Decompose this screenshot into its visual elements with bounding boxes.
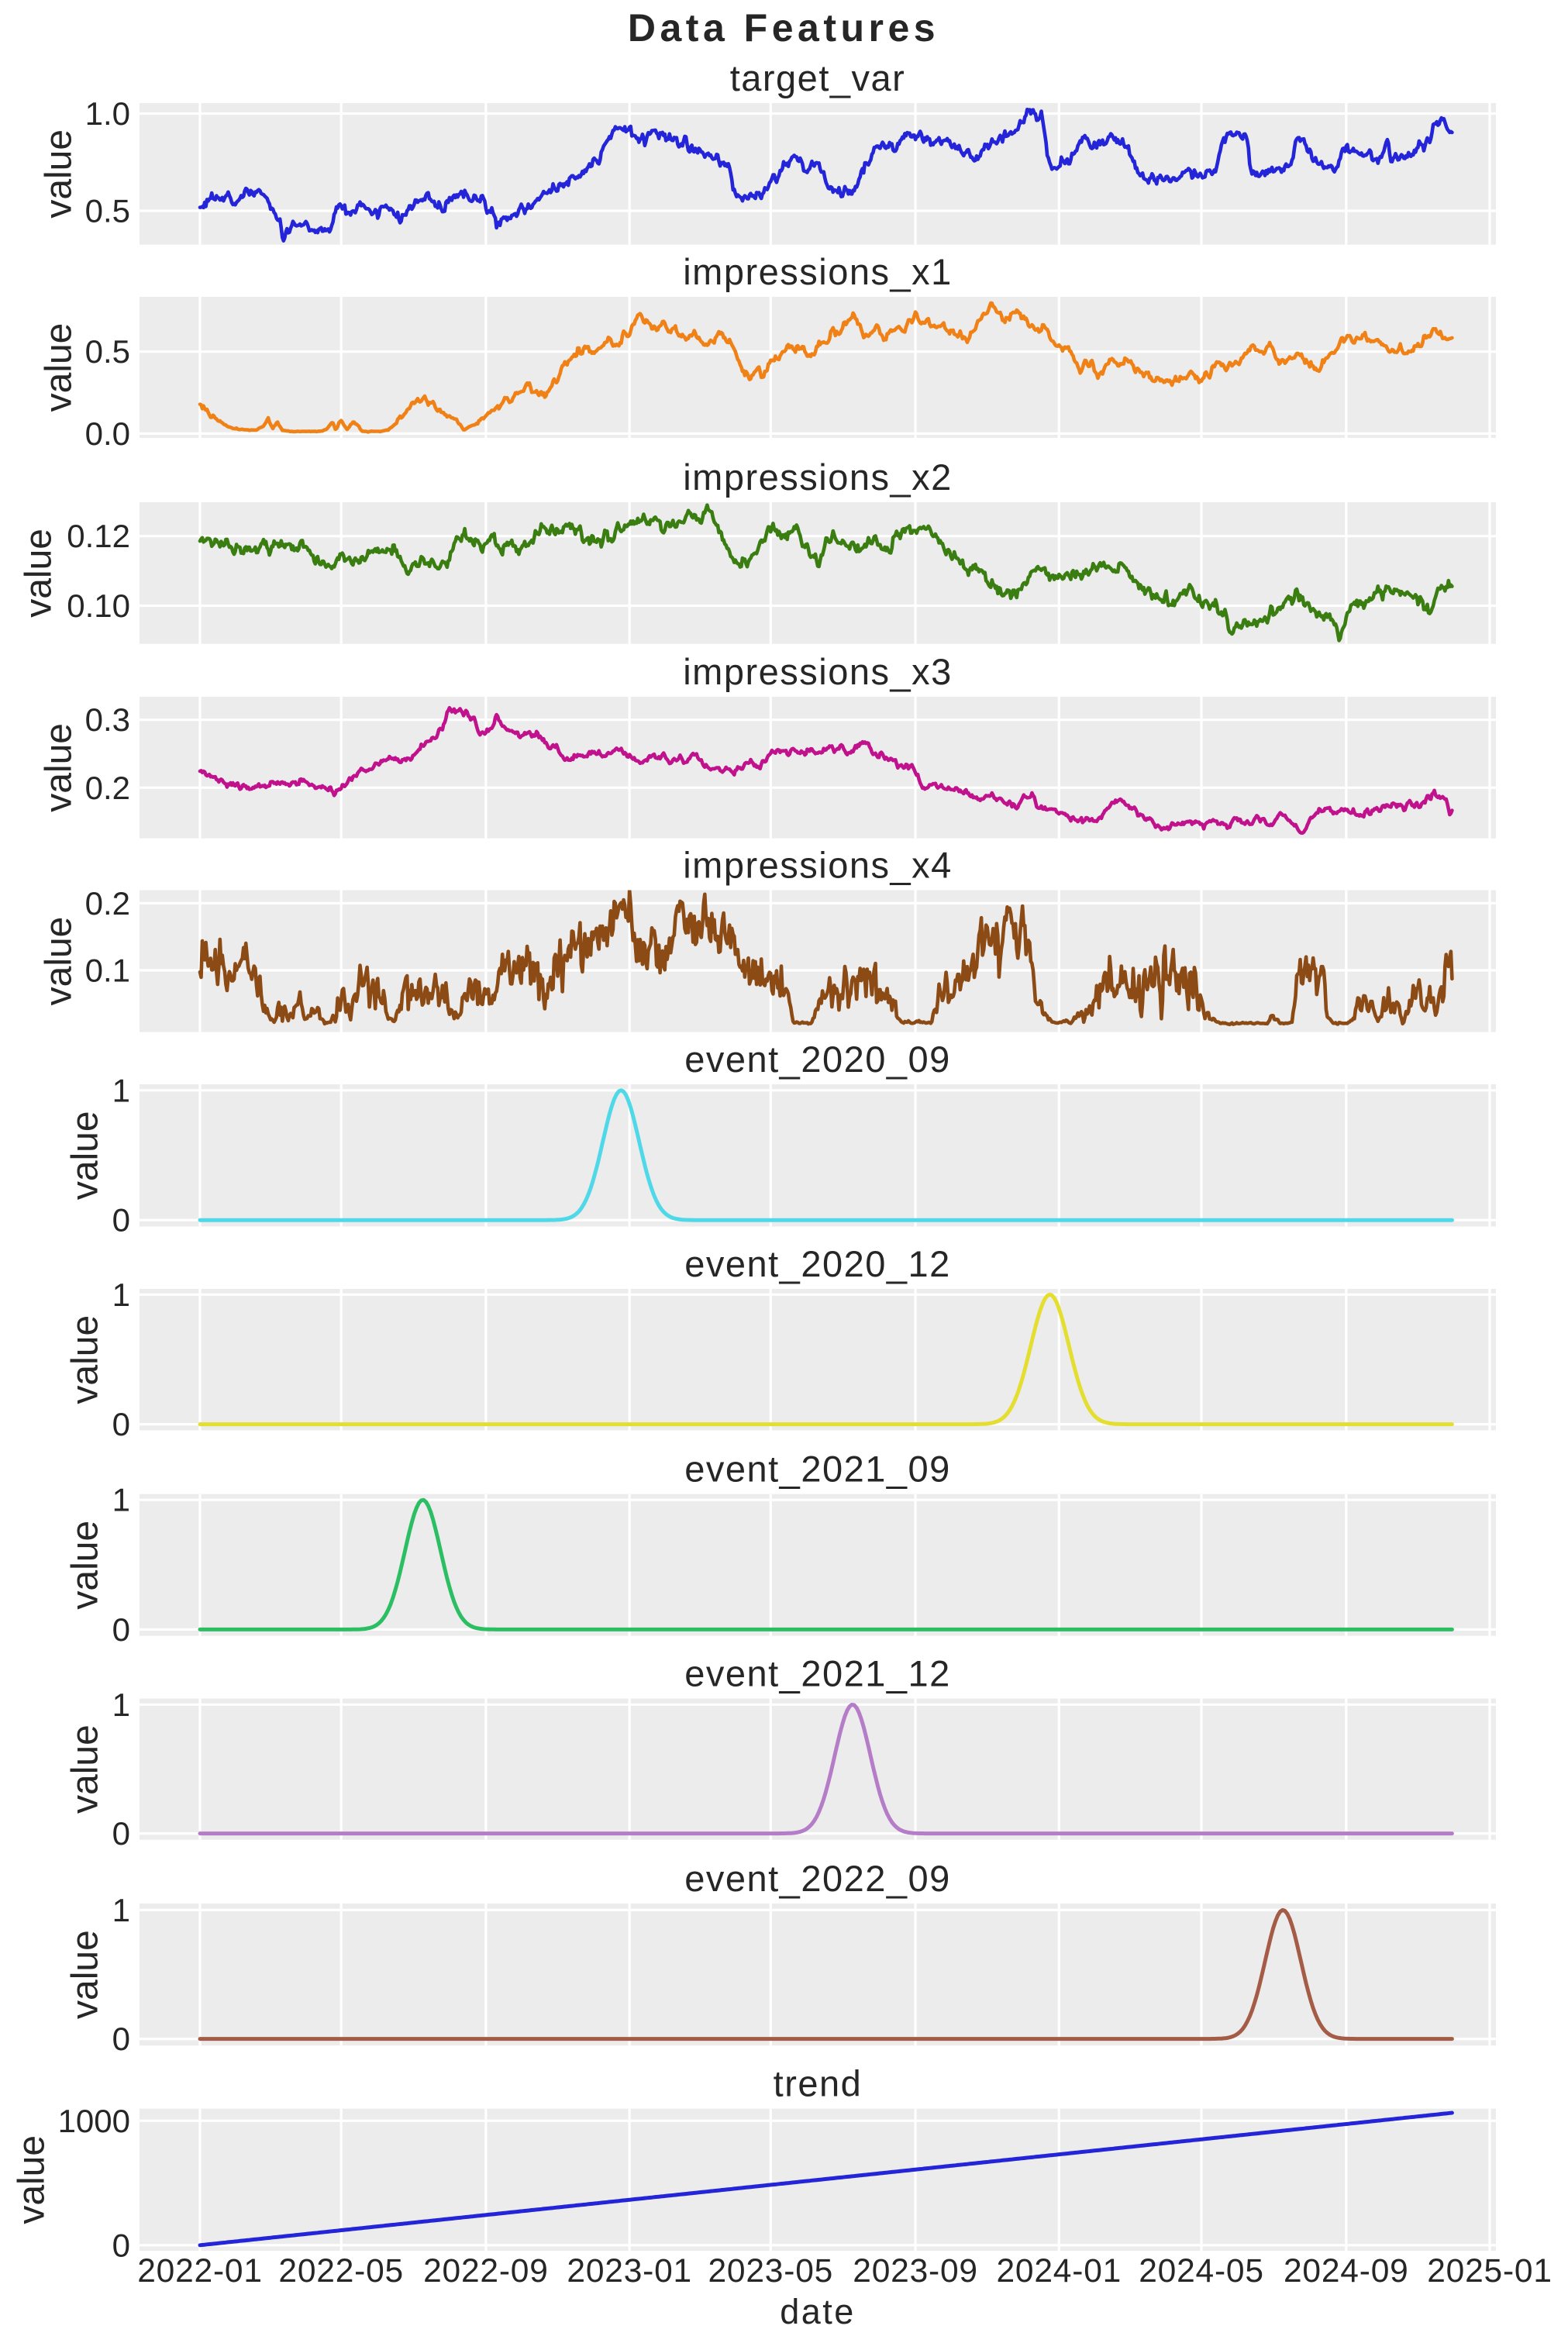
- svg-text:2023-05: 2023-05: [708, 2253, 834, 2290]
- svg-text:Data Features: Data Features: [628, 6, 939, 50]
- svg-text:0: 0: [112, 1406, 130, 1442]
- svg-text:2023-09: 2023-09: [853, 2253, 978, 2290]
- svg-text:value: value: [39, 323, 80, 412]
- svg-text:1000: 1000: [58, 2103, 130, 2139]
- svg-text:0: 0: [112, 1815, 130, 1852]
- svg-text:value: value: [19, 529, 60, 618]
- svg-text:event_2022_09: event_2022_09: [684, 1858, 951, 1899]
- svg-text:0: 0: [112, 2227, 130, 2263]
- svg-text:event_2021_09: event_2021_09: [684, 1449, 951, 1490]
- svg-text:0.12: 0.12: [67, 518, 130, 554]
- svg-text:value: value: [65, 1315, 106, 1404]
- svg-text:2025-01: 2025-01: [1427, 2253, 1552, 2290]
- svg-text:2022-01: 2022-01: [137, 2253, 263, 2290]
- svg-text:1: 1: [112, 1277, 130, 1313]
- svg-text:value: value: [65, 1725, 106, 1814]
- svg-text:value: value: [39, 723, 80, 812]
- svg-text:event_2021_12: event_2021_12: [684, 1653, 951, 1694]
- svg-text:value: value: [12, 2135, 53, 2224]
- svg-text:trend: trend: [774, 2063, 863, 2104]
- svg-text:value: value: [39, 129, 80, 219]
- svg-text:0.0: 0.0: [85, 415, 130, 452]
- svg-text:1: 1: [112, 1482, 130, 1518]
- svg-text:event_2020_09: event_2020_09: [684, 1039, 951, 1080]
- svg-text:date: date: [780, 2292, 856, 2331]
- svg-text:2024-05: 2024-05: [1139, 2253, 1264, 2290]
- svg-text:0.2: 0.2: [85, 770, 130, 806]
- svg-text:0.2: 0.2: [85, 885, 130, 922]
- svg-text:2024-01: 2024-01: [997, 2253, 1122, 2290]
- svg-text:1: 1: [112, 1072, 130, 1108]
- svg-text:2023-01: 2023-01: [567, 2253, 692, 2290]
- svg-text:1: 1: [112, 1687, 130, 1723]
- svg-text:2024-09: 2024-09: [1284, 2253, 1409, 2290]
- svg-text:1: 1: [112, 1892, 130, 1928]
- svg-text:0: 0: [112, 2021, 130, 2057]
- svg-text:2022-05: 2022-05: [278, 2253, 404, 2290]
- svg-text:value: value: [65, 1111, 106, 1200]
- svg-text:value: value: [65, 1521, 106, 1610]
- svg-text:value: value: [65, 1930, 106, 2019]
- svg-text:0.3: 0.3: [85, 701, 130, 738]
- svg-text:2022-09: 2022-09: [423, 2253, 549, 2290]
- svg-text:value: value: [39, 917, 80, 1006]
- svg-text:impressions_x4: impressions_x4: [683, 845, 953, 886]
- svg-text:1.0: 1.0: [85, 95, 130, 132]
- svg-text:0: 0: [112, 1611, 130, 1648]
- svg-text:0.1: 0.1: [85, 952, 130, 988]
- svg-text:impressions_x3: impressions_x3: [683, 651, 953, 692]
- svg-text:event_2020_12: event_2020_12: [684, 1243, 951, 1284]
- svg-text:0.10: 0.10: [67, 587, 130, 624]
- svg-text:impressions_x2: impressions_x2: [683, 457, 953, 498]
- svg-text:0: 0: [112, 1202, 130, 1239]
- svg-text:target_var: target_var: [730, 57, 906, 98]
- svg-text:0.5: 0.5: [85, 193, 130, 229]
- svg-text:impressions_x1: impressions_x1: [683, 251, 953, 292]
- svg-text:0.5: 0.5: [85, 333, 130, 370]
